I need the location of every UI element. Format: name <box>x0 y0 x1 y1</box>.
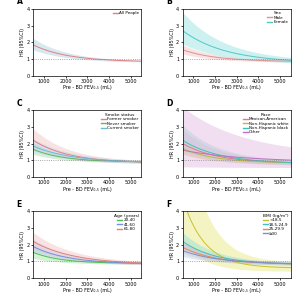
Y-axis label: HR (95%CI): HR (95%CI) <box>20 129 25 158</box>
Legend: <18.5, 18.5-24.9, 25-29.9, ≥30: <18.5, 18.5-24.9, 25-29.9, ≥30 <box>262 213 289 236</box>
Text: D: D <box>166 99 173 108</box>
X-axis label: Pre - BD FEV₀.₅ (mL): Pre - BD FEV₀.₅ (mL) <box>63 187 112 192</box>
Y-axis label: HR (95%CI): HR (95%CI) <box>20 231 25 259</box>
Legend: All People: All People <box>112 11 139 16</box>
Legend: Mexican-American, Non-Hispanic white, Non-Hispanic black, Other: Mexican-American, Non-Hispanic white, No… <box>242 112 289 135</box>
Text: F: F <box>166 200 172 209</box>
Text: B: B <box>166 0 172 6</box>
Legend: Male, Female: Male, Female <box>267 11 289 25</box>
Text: E: E <box>17 200 22 209</box>
Legend: 20-40, 41-60, 61-80: 20-40, 41-60, 61-80 <box>113 213 139 232</box>
Y-axis label: HR (95%CI): HR (95%CI) <box>169 28 175 56</box>
Y-axis label: HR (95%CI): HR (95%CI) <box>169 231 175 259</box>
Y-axis label: HR (95%CI): HR (95%CI) <box>20 28 25 56</box>
Text: C: C <box>17 99 22 108</box>
X-axis label: Pre - BD FEV₀.₅ (mL): Pre - BD FEV₀.₅ (mL) <box>63 86 112 90</box>
X-axis label: Pre - BD FEV₀.₅ (mL): Pre - BD FEV₀.₅ (mL) <box>212 86 261 90</box>
Y-axis label: HR (95%CI): HR (95%CI) <box>169 129 175 158</box>
X-axis label: Pre - BD FEV₀.₅ (mL): Pre - BD FEV₀.₅ (mL) <box>212 187 261 192</box>
Legend: Former smoker, Never smoker, Current smoker: Former smoker, Never smoker, Current smo… <box>100 112 139 130</box>
X-axis label: Pre - BD FEV₀.₅ (mL): Pre - BD FEV₀.₅ (mL) <box>63 288 112 293</box>
Text: A: A <box>17 0 22 6</box>
X-axis label: Pre - BD FEV₀.₅ (mL): Pre - BD FEV₀.₅ (mL) <box>212 288 261 293</box>
